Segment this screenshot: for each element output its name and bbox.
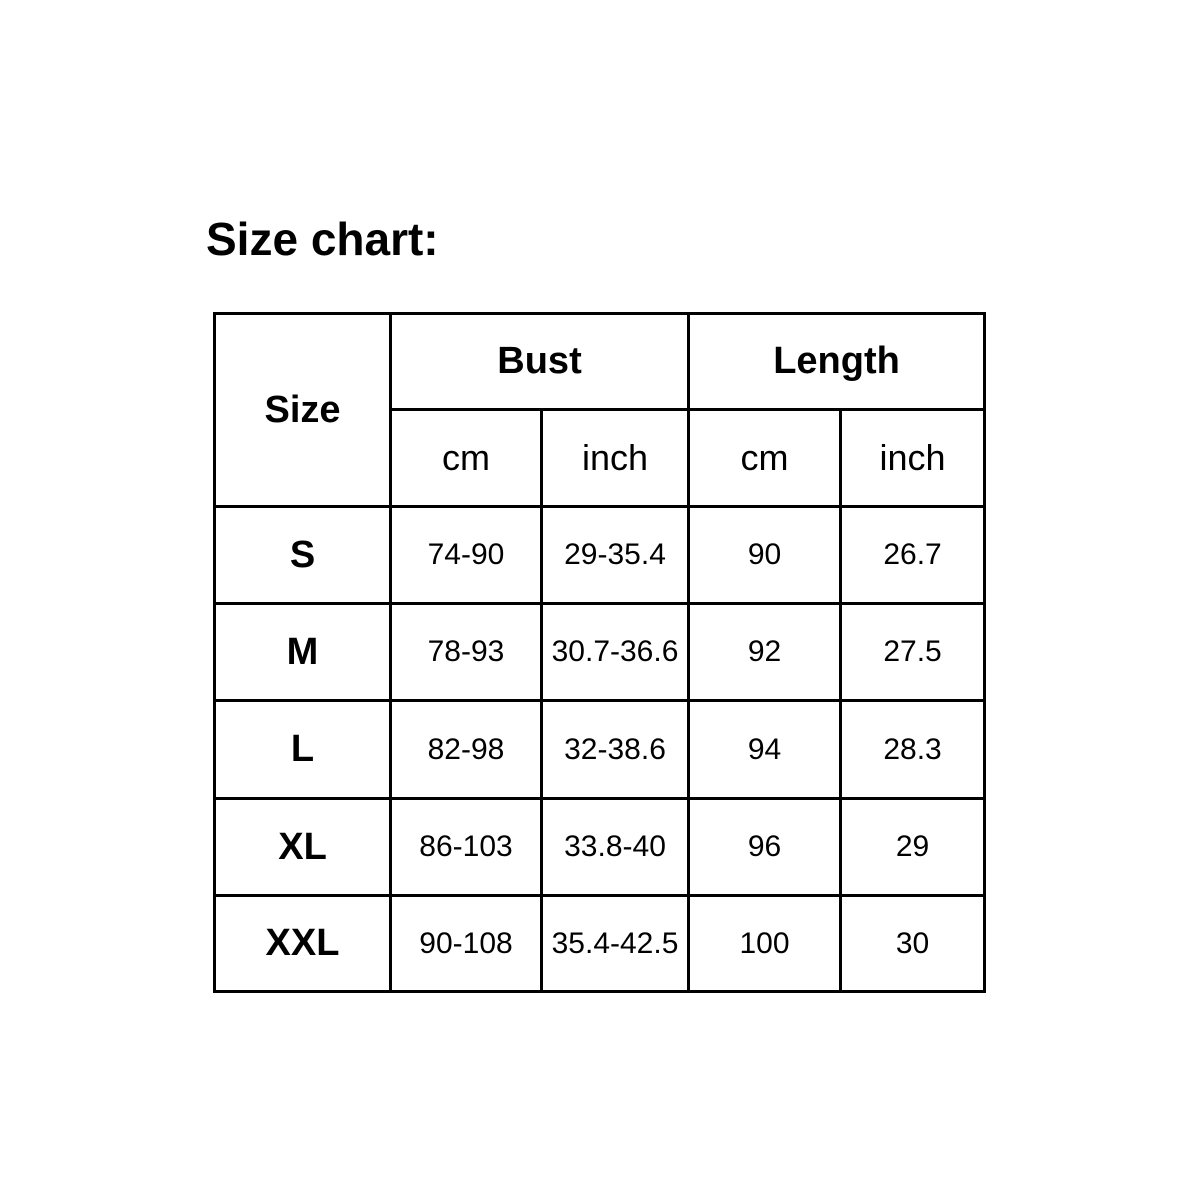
- size-label: XXL: [213, 894, 392, 993]
- length-inch-header: inch: [839, 408, 987, 508]
- length-cm-value: 96: [687, 797, 843, 897]
- table-row-xl: XL 86-103 33.8-40 96 29: [213, 797, 987, 897]
- bust-inch-value: 32-38.6: [539, 699, 691, 800]
- bust-inch-value: 29-35.4: [539, 505, 691, 605]
- bust-inch-value: 35.4-42.5: [539, 894, 691, 993]
- length-inch-value: 26.7: [839, 505, 987, 605]
- table-row-xxl: XXL 90-108 35.4-42.5 100 30: [213, 894, 987, 993]
- length-cm-value: 90: [687, 505, 843, 605]
- table-row-m: M 78-93 30.7-36.6 92 27.5: [213, 602, 987, 702]
- size-chart-table: Size Bust Length cm inch cm inch S 74-90…: [213, 312, 987, 993]
- length-inch-value: 29: [839, 797, 987, 897]
- table-header-units-row: cm inch cm inch: [215, 408, 987, 508]
- length-cm-value: 100: [687, 894, 843, 993]
- bust-cm-value: 86-103: [389, 797, 543, 897]
- table-row-s: S 74-90 29-35.4 90 26.7: [213, 505, 987, 605]
- bust-inch-header: inch: [539, 408, 691, 508]
- length-group-header: Length: [687, 312, 987, 411]
- bust-cm-value: 78-93: [389, 602, 543, 702]
- size-column-header: Size: [213, 312, 392, 508]
- bust-cm-header: cm: [389, 408, 543, 508]
- page-title: Size chart:: [206, 213, 439, 265]
- bust-cm-value: 74-90: [389, 505, 543, 605]
- length-cm-value: 92: [687, 602, 843, 702]
- bust-group-header: Bust: [388, 312, 691, 411]
- bust-inch-value: 33.8-40: [539, 797, 691, 897]
- length-inch-value: 28.3: [839, 699, 987, 800]
- length-cm-header: cm: [687, 408, 843, 508]
- table-header-group-row: Size Bust Length: [213, 312, 987, 508]
- length-cm-value: 94: [687, 699, 843, 800]
- length-inch-value: 27.5: [839, 602, 987, 702]
- size-label: L: [213, 699, 392, 800]
- bust-inch-value: 30.7-36.6: [539, 602, 691, 702]
- size-label: M: [213, 602, 392, 702]
- bust-cm-value: 82-98: [389, 699, 543, 800]
- table-row-l: L 82-98 32-38.6 94 28.3: [213, 699, 987, 800]
- size-label: XL: [213, 797, 392, 897]
- length-inch-value: 30: [839, 894, 987, 993]
- size-label: S: [213, 505, 392, 605]
- bust-cm-value: 90-108: [389, 894, 543, 993]
